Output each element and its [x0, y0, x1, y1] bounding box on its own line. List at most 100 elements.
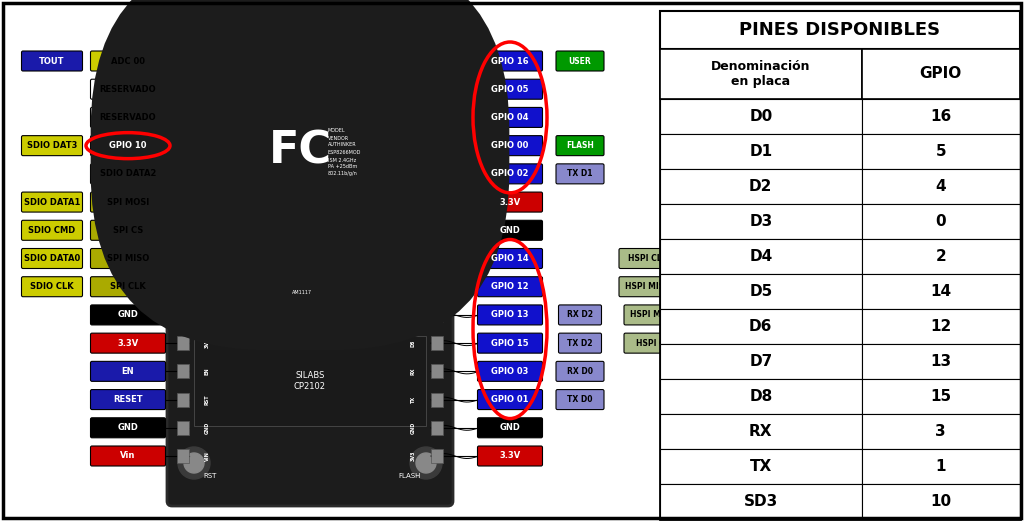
FancyBboxPatch shape	[477, 220, 543, 240]
Text: GND: GND	[205, 421, 210, 434]
Text: GND: GND	[411, 224, 416, 237]
FancyBboxPatch shape	[477, 362, 543, 381]
FancyBboxPatch shape	[660, 484, 861, 519]
Text: GND: GND	[205, 309, 210, 321]
FancyBboxPatch shape	[177, 54, 189, 68]
FancyBboxPatch shape	[477, 418, 543, 438]
Text: RX D2: RX D2	[567, 311, 593, 319]
Text: GPIO 04: GPIO 04	[492, 113, 528, 122]
Text: GPIO 05: GPIO 05	[492, 85, 528, 94]
Text: RSV: RSV	[205, 84, 210, 95]
Circle shape	[416, 453, 436, 473]
Text: A0: A0	[205, 57, 210, 65]
FancyBboxPatch shape	[660, 449, 861, 484]
Text: AM1117: AM1117	[292, 290, 312, 294]
FancyBboxPatch shape	[22, 220, 83, 240]
Text: D1: D1	[411, 85, 416, 93]
FancyBboxPatch shape	[431, 224, 443, 237]
Text: GPIO 02: GPIO 02	[492, 169, 528, 178]
Text: D4: D4	[750, 249, 772, 264]
FancyBboxPatch shape	[90, 107, 166, 128]
Text: 14: 14	[930, 284, 951, 299]
FancyBboxPatch shape	[431, 110, 443, 125]
FancyBboxPatch shape	[431, 421, 443, 435]
FancyBboxPatch shape	[247, 273, 275, 321]
FancyBboxPatch shape	[177, 308, 189, 322]
FancyBboxPatch shape	[477, 135, 543, 156]
Text: RX: RX	[749, 424, 772, 439]
Text: TOUT: TOUT	[39, 56, 65, 66]
Text: 3.3V: 3.3V	[500, 452, 520, 461]
Text: ESP8266MOD: ESP8266MOD	[328, 151, 361, 155]
Text: GPIO 15: GPIO 15	[492, 339, 528, 348]
FancyBboxPatch shape	[861, 309, 1020, 344]
Text: FC: FC	[268, 130, 332, 172]
FancyBboxPatch shape	[22, 277, 83, 297]
Text: D2: D2	[411, 114, 416, 121]
Text: GND: GND	[411, 421, 416, 434]
FancyBboxPatch shape	[280, 273, 325, 311]
Text: D8: D8	[411, 340, 416, 347]
Text: 5: 5	[936, 144, 946, 159]
Text: 3V3: 3V3	[411, 451, 416, 461]
Text: AUTHINKER: AUTHINKER	[328, 143, 356, 147]
Text: D3: D3	[750, 214, 772, 229]
FancyBboxPatch shape	[861, 484, 1020, 519]
Circle shape	[178, 33, 210, 65]
FancyBboxPatch shape	[660, 379, 861, 414]
Text: SD0: SD0	[205, 253, 210, 264]
FancyBboxPatch shape	[683, 51, 736, 71]
Text: GPIO: GPIO	[920, 67, 962, 81]
Text: Vin: Vin	[120, 452, 136, 461]
FancyBboxPatch shape	[194, 336, 426, 426]
Text: SPI MISO: SPI MISO	[106, 254, 150, 263]
Text: SDIO DAT3: SDIO DAT3	[27, 141, 77, 150]
FancyBboxPatch shape	[281, 0, 294, 14]
Text: SPI CLK: SPI CLK	[111, 282, 145, 291]
Circle shape	[184, 453, 204, 473]
Circle shape	[416, 39, 436, 59]
Text: 4: 4	[936, 179, 946, 194]
FancyBboxPatch shape	[477, 390, 543, 410]
Text: SPI MOSI: SPI MOSI	[106, 197, 150, 206]
Text: D8: D8	[750, 389, 772, 404]
Text: D4: D4	[411, 170, 416, 178]
FancyBboxPatch shape	[660, 11, 1020, 49]
Text: D7: D7	[411, 311, 416, 319]
FancyBboxPatch shape	[431, 336, 443, 350]
FancyBboxPatch shape	[477, 79, 543, 99]
FancyBboxPatch shape	[660, 11, 1020, 519]
FancyBboxPatch shape	[660, 169, 861, 204]
FancyBboxPatch shape	[556, 390, 604, 410]
Text: SD1: SD1	[205, 196, 210, 207]
FancyBboxPatch shape	[431, 54, 443, 68]
FancyBboxPatch shape	[556, 51, 604, 71]
FancyBboxPatch shape	[177, 280, 189, 294]
FancyBboxPatch shape	[22, 192, 83, 212]
FancyBboxPatch shape	[90, 164, 166, 184]
Text: FLASH: FLASH	[566, 141, 594, 150]
Text: WiFi: WiFi	[284, 222, 352, 250]
Text: D6: D6	[411, 283, 416, 290]
FancyBboxPatch shape	[861, 134, 1020, 169]
Text: GND: GND	[118, 423, 138, 432]
FancyBboxPatch shape	[273, 196, 362, 272]
FancyBboxPatch shape	[624, 333, 682, 353]
FancyBboxPatch shape	[477, 305, 543, 325]
Text: SD3: SD3	[205, 140, 210, 151]
FancyBboxPatch shape	[861, 204, 1020, 239]
Text: GND: GND	[500, 226, 520, 235]
FancyBboxPatch shape	[861, 274, 1020, 309]
Text: PA +25dBm: PA +25dBm	[328, 165, 357, 169]
Circle shape	[184, 39, 204, 59]
FancyBboxPatch shape	[660, 134, 861, 169]
FancyBboxPatch shape	[90, 192, 166, 212]
FancyBboxPatch shape	[177, 392, 189, 406]
FancyBboxPatch shape	[303, 0, 316, 14]
Text: SDIO DATA0: SDIO DATA0	[24, 254, 80, 263]
Text: FLASH: FLASH	[398, 473, 421, 479]
Text: 2: 2	[936, 249, 946, 264]
FancyBboxPatch shape	[177, 195, 189, 209]
FancyBboxPatch shape	[431, 364, 443, 378]
Text: RESERVADO: RESERVADO	[99, 85, 157, 94]
